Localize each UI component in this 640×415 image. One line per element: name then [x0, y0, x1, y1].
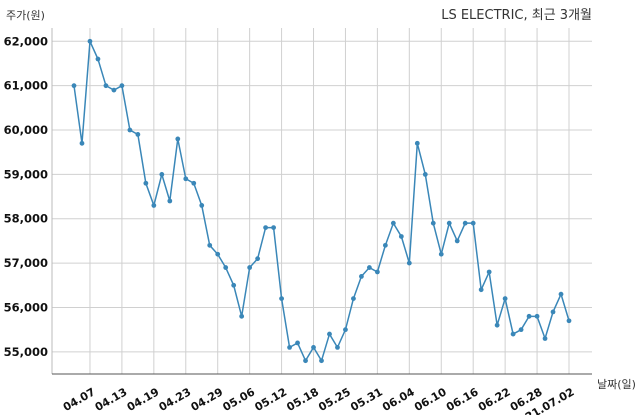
data-point	[231, 282, 237, 288]
data-point	[199, 203, 205, 208]
data-point	[494, 322, 500, 328]
data-point	[175, 136, 181, 142]
data-point	[247, 265, 253, 270]
chart-title: LS ELECTRIC, 최근 3개월	[441, 8, 592, 23]
data-point	[359, 274, 364, 279]
data-point	[550, 309, 556, 315]
x-axis: 04.0704.1304.1904.2304.2905.0605.1205.18…	[52, 373, 592, 415]
data-point	[502, 296, 508, 301]
data-point	[470, 220, 476, 226]
data-point	[486, 269, 492, 275]
y-tick-label: 55,000	[4, 345, 48, 359]
x-tick-label: 05.25	[316, 385, 353, 414]
x-tick-label: 05.18	[284, 385, 321, 414]
data-point	[438, 251, 444, 257]
data-point	[518, 327, 524, 333]
data-point	[239, 313, 245, 319]
x-tick-label: 05.06	[221, 385, 258, 414]
data-point	[135, 132, 141, 137]
y-tick-label: 60,000	[4, 123, 48, 137]
x-tick-label: 06.22	[476, 385, 513, 414]
data-point	[454, 238, 460, 244]
data-point	[319, 358, 324, 364]
y-axis-label: 주가(원)	[6, 9, 45, 22]
y-tick-label: 62,000	[4, 34, 48, 48]
data-point	[263, 225, 269, 231]
data-point	[558, 291, 564, 297]
x-tick-label: 06.04	[380, 385, 417, 414]
price-line	[73, 41, 570, 363]
x-tick-label: 04.13	[93, 385, 130, 414]
data-point	[271, 225, 276, 231]
data-point	[191, 180, 197, 186]
data-point	[103, 83, 109, 89]
data-point	[382, 242, 388, 248]
data-point	[327, 331, 332, 337]
x-tick-label: 04.23	[157, 385, 194, 414]
data-point	[406, 260, 412, 266]
data-point	[143, 180, 149, 186]
y-axis: 55,000 56,000 57,000 58,000 59,000 60,000 61,0…	[4, 28, 53, 374]
data-point	[95, 56, 101, 62]
data-point	[430, 220, 436, 226]
data-point	[343, 327, 348, 333]
data-point	[167, 198, 173, 204]
x-axis-label: 날짜(일)	[597, 377, 636, 391]
data-point	[311, 344, 316, 350]
data-point	[71, 83, 77, 89]
data-point	[542, 336, 548, 341]
data-point	[510, 331, 516, 337]
data-point	[151, 203, 157, 208]
data-point	[295, 340, 300, 346]
x-tick-label: 04.29	[189, 385, 226, 414]
data-point	[287, 344, 292, 350]
data-point	[207, 242, 213, 248]
data-point	[398, 234, 404, 239]
data-point	[79, 140, 85, 146]
data-point	[159, 171, 165, 177]
y-tick-label: 57,000	[4, 256, 48, 270]
x-tick-label: 06.10	[412, 385, 449, 414]
y-tick-label: 58,000	[4, 212, 48, 226]
x-tick-label: 04.19	[125, 385, 162, 414]
data-point	[422, 171, 428, 177]
data-point	[183, 176, 189, 182]
y-tick-label: 59,000	[4, 167, 48, 181]
data-point	[414, 140, 420, 146]
data-point	[223, 265, 229, 270]
data-point	[374, 269, 380, 275]
data-point	[390, 220, 396, 226]
data-point	[462, 220, 468, 226]
data-point	[119, 83, 125, 89]
y-tick-label: 61,000	[4, 79, 48, 93]
data-point	[526, 313, 532, 319]
data-point	[215, 251, 221, 257]
data-point	[566, 318, 572, 324]
data-point	[446, 220, 452, 226]
data-point	[303, 358, 308, 364]
x-tick-label: 06.16	[444, 385, 481, 414]
data-point	[351, 296, 356, 301]
data-point	[87, 38, 93, 44]
data-point	[279, 296, 284, 301]
data-point	[255, 256, 261, 262]
data-point	[335, 344, 340, 350]
data-points	[71, 38, 572, 364]
data-point	[367, 265, 372, 270]
data-point	[111, 87, 117, 93]
x-tick-label: 04.07	[61, 385, 98, 414]
data-point	[127, 127, 133, 133]
x-tick-label: 05.31	[348, 385, 385, 414]
data-point	[478, 287, 484, 293]
y-tick-label: 56,000	[4, 300, 48, 314]
data-point	[534, 313, 540, 319]
x-tick-label: 05.12	[252, 385, 289, 414]
